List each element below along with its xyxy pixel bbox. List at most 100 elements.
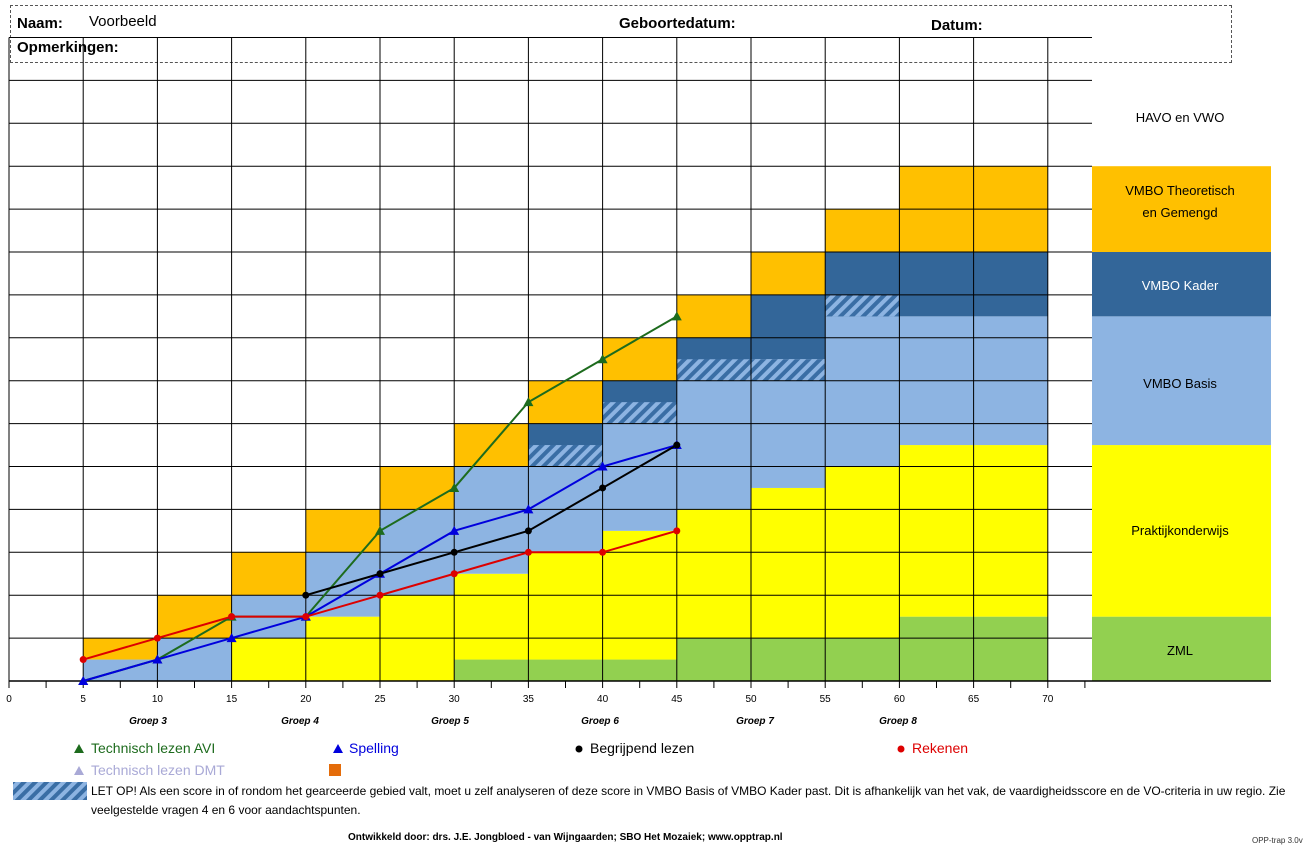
level-label: VMBO Basis [1143,376,1217,391]
legend-spelling-marker [333,744,343,753]
band-hatch [825,294,900,317]
series-point [450,548,458,556]
band-zml [899,616,974,681]
level-label: HAVO en VWO [1136,110,1225,125]
band-vmbo-theoretisch [305,509,380,553]
band-vmbo-basis [825,316,900,467]
series-point [599,548,607,556]
band-vmbo-theoretisch [676,294,751,338]
level-label: VMBO Kader [1142,278,1219,293]
band-vmbo-basis [676,380,751,510]
x-tick-label: 15 [226,694,238,705]
x-tick-label: 40 [597,694,609,705]
band-praktijk [454,573,529,660]
band-hatch [528,445,603,467]
series-point [152,654,163,664]
x-tick-label: 60 [894,694,906,705]
band-zml-label [1092,616,1271,681]
groep-label: Groep 4 [281,716,319,727]
band-hatch [602,402,677,424]
series-point [302,613,310,621]
legend-begrijpend-marker [575,745,583,753]
series-point [78,676,89,685]
series-point [153,634,161,642]
legend-rekenen-marker [897,745,905,753]
datum-label: Datum: [931,17,983,34]
band-praktijk [973,445,1048,617]
band-praktijk [528,552,603,660]
series-point [228,613,236,621]
legend-rekenen-label: Rekenen [912,740,969,756]
geboortedatum-label: Geboortedatum: [619,15,736,32]
band-vmbo-basis [602,423,677,531]
band-hatch [676,359,751,381]
band-praktijk [899,445,974,617]
naam-value: Voorbeeld [89,13,157,30]
series-point [673,441,681,449]
band-praktijk [305,616,380,681]
series-layer [78,311,682,685]
series-point [226,633,237,643]
band-zml [825,638,900,681]
hatch-note: LET OP! Als een score in of rondom het g… [91,784,1286,817]
series-point [599,484,607,492]
level-label: Praktijkonderwijs [1131,523,1229,538]
level-label: ZML [1167,643,1193,658]
x-tick-label: 25 [374,694,386,705]
legend-hatch-swatch [13,782,87,800]
header-box: Naam: Voorbeeld Geboortedatum: Datum: Op… [10,5,1232,63]
series-point [302,591,310,599]
series-point [450,570,458,578]
band-praktijk [751,487,826,639]
groep-label: Groep 3 [129,716,167,727]
series-point [524,527,532,535]
legend-dmt-label: Technisch lezen DMT [91,762,225,778]
series-point [376,591,384,599]
x-tick-label: 45 [671,694,683,705]
x-tick-label: 65 [968,694,980,705]
band-vmbo-kader [751,294,826,360]
band-vmbo-kader [973,252,1048,317]
version-label: OPP-trap 3.0v [1252,836,1303,845]
band-praktijk [231,638,306,681]
level-label: en Gemengd [1142,205,1217,220]
band-theoretisch-label [1092,166,1271,252]
band-vmbo-theoretisch [231,552,306,596]
legend-avi-label: Technisch lezen AVI [91,740,216,756]
band-basis-label [1092,316,1271,446]
band-praktijk [676,509,751,639]
groep-label: Groep 6 [581,716,619,727]
series-point [376,570,384,578]
opmerkingen-label: Opmerkingen: [17,39,119,56]
band-zml [973,616,1048,681]
series-point [524,548,532,556]
legend-orange-marker [329,764,341,776]
x-tick-label: 70 [1042,694,1054,705]
legend-markers [13,744,905,800]
band-zml [602,659,677,681]
legend-spelling-label: Spelling [349,740,399,756]
band-praktijk-label [1092,445,1271,617]
band-zml [751,638,826,681]
level-label: VMBO Theoretisch [1125,183,1235,198]
band-vmbo-theoretisch [602,337,677,381]
band-vmbo-kader [899,252,974,317]
x-tick-label: 10 [152,694,164,705]
band-vmbo-basis [157,638,232,681]
x-tick-label: 35 [523,694,535,705]
x-tick-label: 55 [820,694,832,705]
groep-label: Groep 8 [879,716,917,727]
band-vmbo-theoretisch [157,595,232,639]
band-vmbo-theoretisch [825,209,900,252]
series-point [523,397,534,407]
band-vmbo-theoretisch [528,380,603,424]
series-point [449,525,460,535]
legend-dmt-marker [74,766,84,775]
x-tick-label: 0 [6,694,12,705]
series-point [597,354,608,364]
footer-credit: Ontwikkeld door: drs. J.E. Jongbloed - v… [348,832,783,843]
groep-label: Groep 7 [736,716,774,727]
band-kader-label [1092,252,1271,317]
series-point [671,311,682,321]
